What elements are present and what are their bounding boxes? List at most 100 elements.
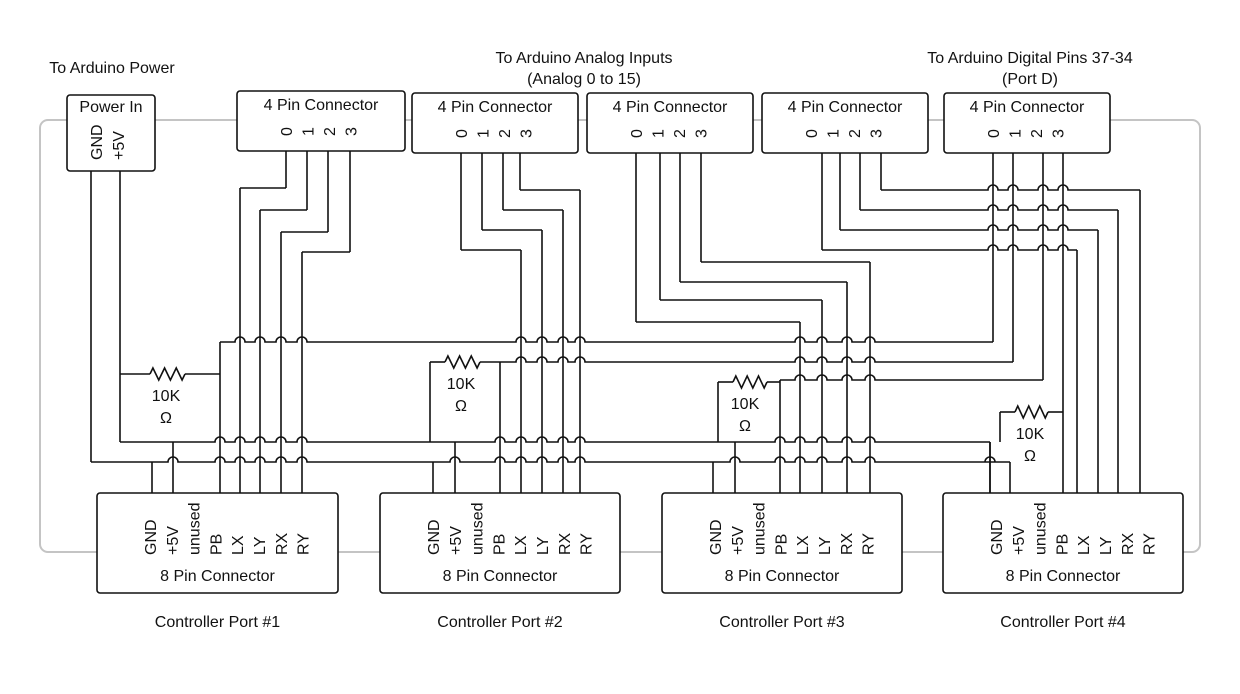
four-pin-connector-1: 4 Pin Connector 0 1 2 3 [236, 90, 406, 152]
four-pin-pin-label: 0 [629, 129, 646, 138]
resistor-3: 10K Ω [731, 374, 768, 435]
four-pin-pin-label: 2 [1029, 129, 1046, 138]
eight-pin-connector-2: GND +5V unused PB LX LY RX RY 8 Pin Connector Con… [379, 492, 621, 631]
eight-pin-pin-label: +5V [165, 526, 182, 555]
eight-pin-title: 8 Pin Connector [160, 568, 275, 585]
eight-pin-pin-label: LX [513, 535, 530, 555]
label-port-d: (Port D) [1002, 71, 1058, 88]
resistor-unit: Ω [739, 418, 751, 435]
four-pin-connector-3: 4 Pin Connector 0 1 2 3 [586, 92, 754, 154]
eight-pin-connector-3: GND +5V unused PB LX LY RX RY 8 Pin Connector Con… [661, 492, 903, 631]
four-pin-pin-label: 3 [344, 127, 361, 136]
eight-pin-pin-label: LY [535, 536, 552, 555]
controller-port-label: Controller Port #4 [1000, 614, 1125, 631]
four-pin-connector-2: 4 Pin Connector 0 1 2 3 [411, 92, 579, 154]
eight-pin-pin-label: LY [252, 536, 269, 555]
eight-pin-pin-label: unused [1033, 503, 1050, 556]
four-pin-title: 4 Pin Connector [613, 99, 728, 116]
eight-pin-title: 8 Pin Connector [1006, 568, 1121, 585]
resistor-value: 10K [1016, 426, 1045, 443]
label-arduino-power: To Arduino Power [49, 60, 175, 77]
eight-pin-pin-label: RX [274, 532, 291, 555]
controller-port-label: Controller Port #1 [155, 614, 280, 631]
eight-pin-pin-label: GND [143, 519, 160, 555]
resistor-unit: Ω [455, 398, 467, 415]
four-pin-pin-label: 2 [847, 129, 864, 138]
power-in-pin-5v: +5V [111, 131, 128, 160]
eight-pin-pin-label: LY [1098, 536, 1115, 555]
eight-pin-pin-label: GND [426, 519, 443, 555]
power-in-title: Power In [79, 99, 142, 116]
eight-pin-pin-label: LX [1076, 535, 1093, 555]
resistor-unit: Ω [160, 410, 172, 427]
eight-pin-pin-label: RX [1120, 532, 1137, 555]
four-pin-pin-label: 3 [519, 129, 536, 138]
four-pin-pin-label: 3 [1051, 129, 1068, 138]
resistor-value: 10K [152, 388, 181, 405]
four-pin-pin-label: 1 [1008, 129, 1025, 138]
four-pin-pin-label: 3 [694, 129, 711, 138]
four-pin-title: 4 Pin Connector [788, 99, 903, 116]
four-pin-pin-label: 2 [322, 127, 339, 136]
resistor-4: 10K Ω [1014, 404, 1049, 465]
eight-pin-pin-label: PB [1054, 534, 1071, 555]
resistor-2: 10K Ω [444, 354, 481, 415]
eight-pin-pin-label: RY [1142, 533, 1159, 555]
background-frame [39, 119, 1201, 553]
four-pin-title: 4 Pin Connector [970, 99, 1085, 116]
eight-pin-title: 8 Pin Connector [443, 568, 558, 585]
eight-pin-pin-label: unused [752, 503, 769, 556]
eight-pin-connector-4: GND +5V unused PB LX LY RX RY 8 Pin Connector Con… [942, 492, 1184, 631]
four-pin-pin-label: 0 [454, 129, 471, 138]
controller-port-label: Controller Port #3 [719, 614, 844, 631]
eight-pin-pin-label: GND [989, 519, 1006, 555]
resistor-1: 10K Ω [149, 366, 186, 427]
controller-port-label: Controller Port #2 [437, 614, 562, 631]
eight-pin-pin-label: RX [839, 532, 856, 555]
eight-pin-pin-label: unused [187, 503, 204, 556]
label-analog-range: (Analog 0 to 15) [527, 71, 641, 88]
eight-pin-pin-label: unused [470, 503, 487, 556]
four-pin-title: 4 Pin Connector [264, 97, 379, 114]
eight-pin-pin-label: GND [708, 519, 725, 555]
four-pin-pin-label: 0 [279, 127, 296, 136]
eight-pin-title: 8 Pin Connector [725, 568, 840, 585]
four-pin-pin-label: 2 [672, 129, 689, 138]
four-pin-pin-label: 1 [301, 127, 318, 136]
resistors: 10K Ω 10K Ω 10K Ω 10K Ω [149, 354, 1049, 465]
four-pin-pin-label: 1 [826, 129, 843, 138]
power-in-pin-gnd: GND [89, 124, 106, 160]
eight-pin-pin-label: LX [230, 535, 247, 555]
power-in-connector: Power In GND +5V [66, 94, 156, 172]
four-pin-pin-label: 1 [651, 129, 668, 138]
four-pin-connector-4: 4 Pin Connector 0 1 2 3 [761, 92, 929, 154]
four-pin-pin-label: 0 [986, 129, 1003, 138]
wires [90, 151, 1141, 493]
eight-pin-pin-label: PB [208, 534, 225, 555]
eight-pin-pin-label: LX [795, 535, 812, 555]
four-pin-pin-label: 2 [497, 129, 514, 138]
eight-pin-pin-label: RY [296, 533, 313, 555]
four-pin-pin-label: 3 [869, 129, 886, 138]
resistor-unit: Ω [1024, 448, 1036, 465]
four-pin-pin-label: 0 [804, 129, 821, 138]
eight-pin-pin-label: +5V [730, 526, 747, 555]
four-pin-title: 4 Pin Connector [438, 99, 553, 116]
eight-pin-pin-label: PB [773, 534, 790, 555]
four-pin-connector-5: 4 Pin Connector 0 1 2 3 [943, 92, 1111, 154]
eight-pin-pin-label: LY [817, 536, 834, 555]
eight-pin-connector-1: GND +5V unused PB LX LY RX RY 8 Pin Connector Con… [96, 492, 339, 631]
four-pin-pin-label: 1 [476, 129, 493, 138]
resistor-value: 10K [731, 396, 760, 413]
label-analog-inputs: To Arduino Analog Inputs [495, 50, 672, 67]
eight-pin-pin-label: +5V [448, 526, 465, 555]
resistor-value: 10K [447, 376, 476, 393]
eight-pin-pin-label: +5V [1011, 526, 1028, 555]
label-digital-pins: To Arduino Digital Pins 37-34 [927, 50, 1133, 67]
eight-pin-pin-label: RY [579, 533, 596, 555]
eight-pin-pin-label: RY [861, 533, 878, 555]
eight-pin-pin-label: PB [491, 534, 508, 555]
eight-pin-pin-label: RX [557, 532, 574, 555]
